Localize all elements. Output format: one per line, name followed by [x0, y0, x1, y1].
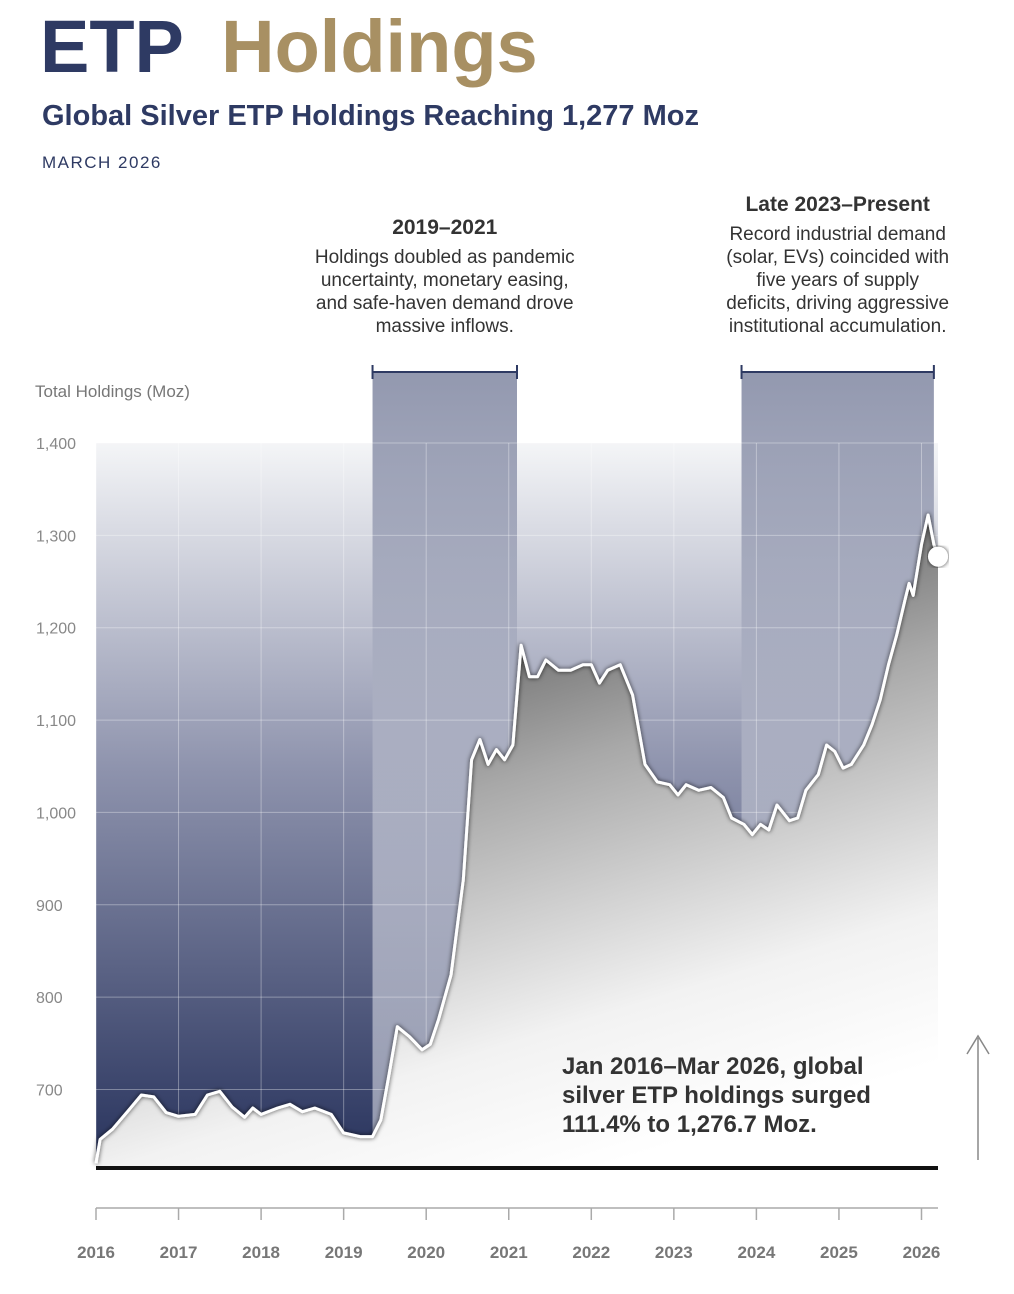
- y-tick-label: 1,100: [36, 713, 76, 730]
- highlight-title: Late 2023–Present: [745, 193, 929, 216]
- y-tick-label: 900: [36, 898, 63, 915]
- highlight-text: institutional accumulation.: [729, 316, 947, 337]
- line: [94, 513, 940, 1164]
- highlight-text: deficits, driving aggressive: [726, 293, 949, 314]
- y-axis-label: Total Holdings (Moz): [35, 382, 190, 401]
- x-tick-label: 2022: [572, 1243, 610, 1262]
- annotation: 111.4% to 1,276.7 Moz.: [562, 1111, 817, 1138]
- chart-title: ETP Holdings: [40, 5, 538, 88]
- highlight-title: 2019–2021: [392, 216, 497, 239]
- x-tick-label: 2019: [325, 1243, 363, 1262]
- x-tick-label: 2021: [490, 1243, 528, 1262]
- highlight-text: and safe-haven demand drove: [316, 293, 574, 314]
- highlight-text: Holdings doubled as pandemic: [315, 247, 575, 268]
- highlight-text: Record industrial demand: [729, 224, 946, 245]
- end-point: [928, 546, 948, 567]
- annotation: silver ETP holdings surged: [562, 1082, 871, 1109]
- highlight-text: uncertainty, monetary easing,: [321, 270, 569, 291]
- y-tick-label: 1,400: [36, 436, 76, 453]
- highlight-text: five years of supply: [756, 270, 919, 291]
- y-tick-label: 1,200: [36, 621, 76, 638]
- highlight-text: massive inflows.: [376, 316, 514, 337]
- plot-area: Holdings doubled as pandemicuncertainty,…: [36, 193, 949, 1262]
- arrow-head: [966, 1034, 990, 1055]
- title-part: ETP: [40, 5, 183, 88]
- x-tick-label: 2023: [655, 1243, 693, 1262]
- x-tick-label: 2025: [820, 1243, 858, 1262]
- date: MARCH 2026: [42, 153, 162, 172]
- x-tick-label: 2020: [407, 1243, 445, 1262]
- x-tick-label: 2026: [903, 1243, 941, 1262]
- highlight-text: (solar, EVs) coincided with: [726, 247, 949, 268]
- x-tick-label: 2017: [160, 1243, 198, 1262]
- y-tick-label: 800: [36, 990, 63, 1007]
- title-part: Holdings: [221, 5, 538, 88]
- x-tick-label: 2016: [77, 1243, 115, 1262]
- subtitle: Global Silver ETP Holdings Reaching 1,27…: [42, 100, 699, 132]
- y-tick-label: 1,000: [36, 805, 76, 822]
- y-tick-label: 1,300: [36, 528, 76, 545]
- y-tick-label: 700: [36, 1082, 63, 1099]
- x-tick-label: 2024: [737, 1243, 775, 1262]
- x-tick-label: 2018: [242, 1243, 280, 1262]
- annotation: Jan 2016–Mar 2026, global: [562, 1053, 864, 1080]
- area: [96, 515, 938, 1168]
